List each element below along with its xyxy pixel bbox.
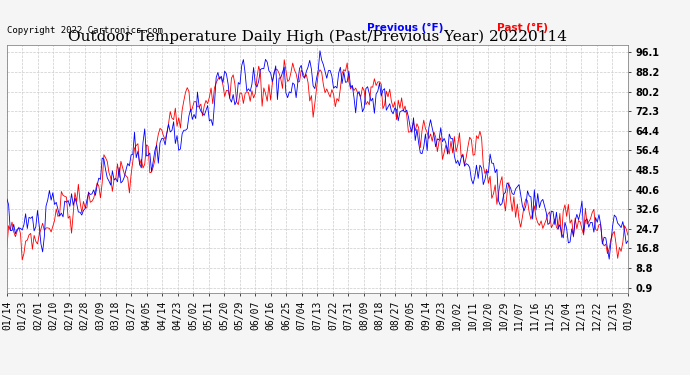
- Title: Outdoor Temperature Daily High (Past/Previous Year) 20220114: Outdoor Temperature Daily High (Past/Pre…: [68, 30, 567, 44]
- Text: Copyright 2022 Cartronics.com: Copyright 2022 Cartronics.com: [7, 26, 163, 35]
- Text: Previous (°F): Previous (°F): [367, 22, 444, 33]
- Text: Past (°F): Past (°F): [497, 22, 549, 33]
